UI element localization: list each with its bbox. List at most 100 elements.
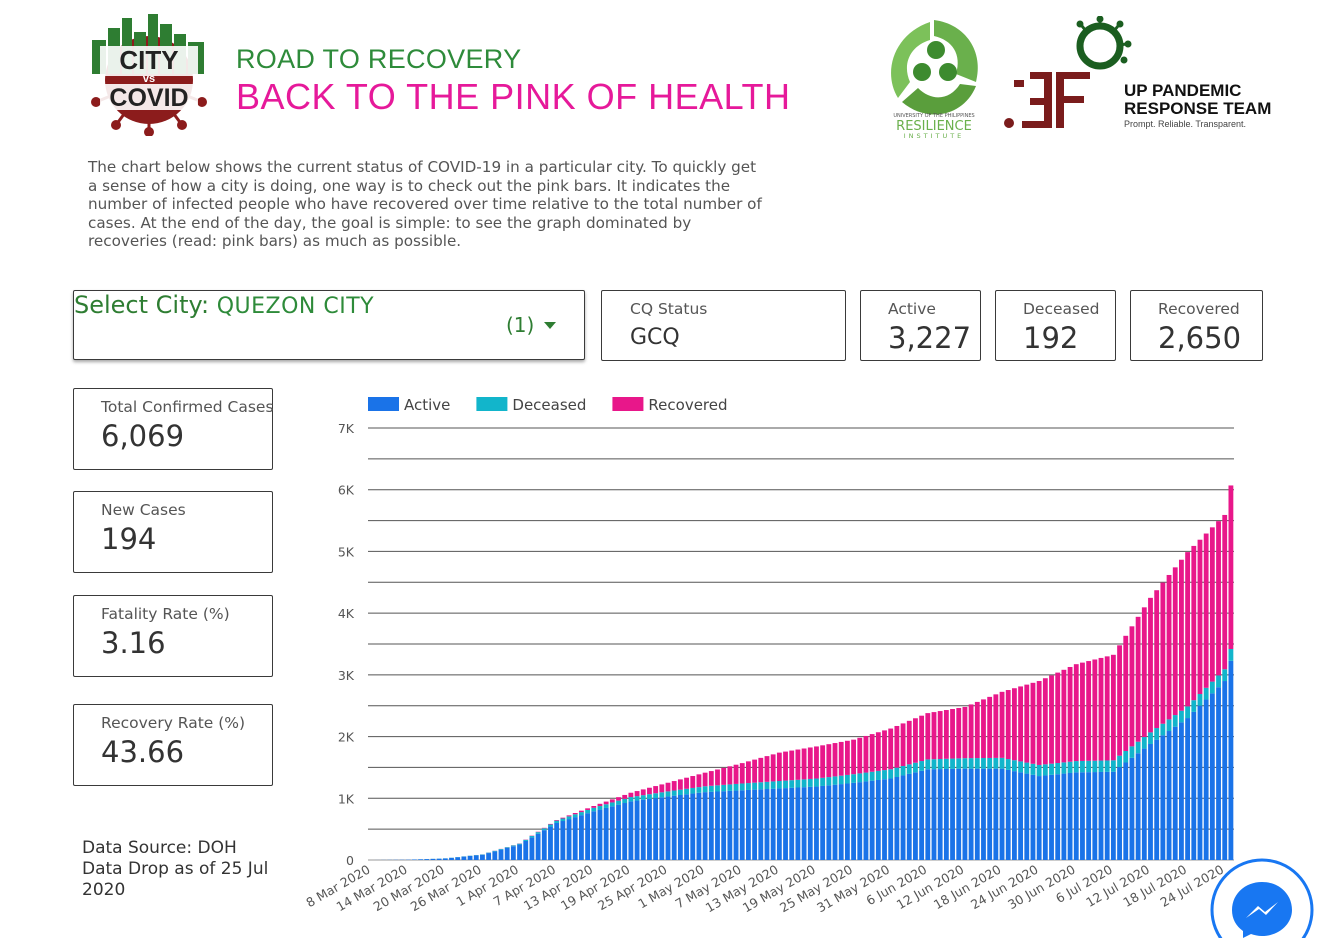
bar-active bbox=[777, 788, 782, 860]
bar-recovered bbox=[740, 763, 745, 783]
bar-deceased bbox=[554, 821, 559, 823]
bar-active bbox=[932, 769, 937, 860]
active-label: Active bbox=[888, 300, 936, 318]
bar-active bbox=[993, 769, 998, 860]
deceased-card: Deceased 192 bbox=[995, 290, 1116, 361]
bar-recovered bbox=[839, 742, 844, 776]
bar-deceased bbox=[814, 779, 819, 787]
bar-active bbox=[938, 769, 943, 860]
bar-active bbox=[1068, 773, 1073, 860]
bar-recovered bbox=[610, 799, 615, 802]
bar-recovered bbox=[641, 789, 646, 795]
bar-active bbox=[598, 810, 603, 860]
bar-active bbox=[857, 782, 862, 860]
bar-deceased bbox=[715, 785, 720, 791]
bar-recovered bbox=[622, 795, 627, 799]
bar-recovered bbox=[907, 721, 912, 765]
bar-active bbox=[412, 859, 417, 860]
bar-active bbox=[1018, 772, 1023, 860]
bar-active bbox=[826, 785, 831, 860]
bar-active bbox=[1228, 661, 1233, 860]
bar-active bbox=[771, 789, 776, 860]
bar-recovered bbox=[1000, 692, 1005, 758]
bar-active bbox=[697, 793, 702, 860]
bar-deceased bbox=[1043, 764, 1048, 775]
bar-recovered bbox=[1037, 681, 1042, 765]
bar-deceased bbox=[511, 845, 516, 846]
bar-recovered bbox=[727, 766, 732, 784]
bar-recovered bbox=[932, 712, 937, 759]
bar-deceased bbox=[1160, 724, 1165, 736]
bar-active bbox=[795, 787, 800, 860]
bar-active bbox=[758, 789, 763, 860]
bar-deceased bbox=[950, 759, 955, 769]
recovered-value: 2,650 bbox=[1158, 321, 1241, 355]
bar-active bbox=[1148, 744, 1153, 860]
bar-recovered bbox=[1031, 683, 1036, 764]
bar-recovered bbox=[1154, 590, 1159, 728]
chevron-down-icon[interactable] bbox=[544, 322, 556, 329]
bar-recovered bbox=[690, 776, 695, 788]
bar-active bbox=[765, 789, 770, 860]
bar-recovered bbox=[1198, 540, 1203, 694]
bar-deceased bbox=[505, 847, 510, 848]
bar-deceased bbox=[659, 792, 664, 797]
page-title: BACK TO THE PINK OF HEALTH bbox=[236, 76, 790, 118]
bar-deceased bbox=[1167, 719, 1172, 731]
bar-active bbox=[1000, 769, 1005, 860]
total-confirmed-value: 6,069 bbox=[101, 419, 184, 453]
bar-recovered bbox=[826, 744, 831, 777]
resilience-emblem-graphic bbox=[891, 20, 978, 115]
bar-active bbox=[1210, 693, 1215, 860]
bar-deceased bbox=[585, 810, 590, 813]
bar-active bbox=[672, 796, 677, 860]
bar-active bbox=[1154, 740, 1159, 860]
bar-deceased bbox=[1148, 732, 1153, 744]
bar-recovered bbox=[1006, 690, 1011, 759]
bar-active bbox=[530, 837, 535, 860]
bar-deceased bbox=[616, 801, 621, 805]
city-select-dropdown[interactable]: Select City: QUEZON CITY (1) bbox=[73, 290, 585, 360]
messenger-chat-button[interactable] bbox=[1210, 858, 1314, 938]
logo-city-text: CITY bbox=[119, 45, 178, 75]
bar-deceased bbox=[672, 791, 677, 796]
bar-deceased bbox=[833, 776, 838, 784]
bar-recovered bbox=[1160, 583, 1165, 724]
bar-active bbox=[486, 853, 491, 860]
bar-active bbox=[659, 797, 664, 860]
bar-active bbox=[727, 791, 732, 860]
bar-active bbox=[523, 841, 528, 860]
bar-recovered bbox=[969, 704, 974, 758]
bar-deceased bbox=[1086, 761, 1091, 772]
bar-active bbox=[1031, 775, 1036, 860]
active-value: 3,227 bbox=[888, 321, 971, 355]
bar-deceased bbox=[1136, 742, 1141, 754]
bar-recovered bbox=[635, 791, 640, 796]
bar-recovered bbox=[573, 813, 578, 814]
bar-active bbox=[443, 858, 448, 860]
bar-active bbox=[1173, 727, 1178, 860]
total-confirmed-card: Total Confirmed Cases 6,069 bbox=[73, 388, 273, 470]
bar-deceased bbox=[826, 777, 831, 785]
legend-label: Recovered bbox=[648, 396, 727, 414]
bar-deceased bbox=[870, 772, 875, 781]
bar-deceased bbox=[721, 785, 726, 791]
bar-deceased bbox=[1018, 761, 1023, 772]
bar-deceased bbox=[610, 802, 615, 806]
bar-deceased bbox=[820, 778, 825, 786]
3f-mark-graphic bbox=[1004, 72, 1090, 128]
bar-recovered bbox=[1123, 636, 1128, 751]
bar-recovered bbox=[1105, 656, 1110, 760]
bar-active bbox=[567, 819, 572, 860]
bar-deceased bbox=[789, 780, 794, 788]
bar-active bbox=[437, 859, 442, 860]
bar-deceased bbox=[752, 783, 757, 790]
bar-active bbox=[907, 774, 912, 860]
bar-deceased bbox=[1092, 761, 1097, 772]
bar-active bbox=[851, 783, 856, 860]
bar-recovered bbox=[666, 783, 671, 792]
bar-active bbox=[746, 790, 751, 860]
bar-recovered bbox=[975, 702, 980, 758]
bar-recovered bbox=[1074, 664, 1079, 761]
